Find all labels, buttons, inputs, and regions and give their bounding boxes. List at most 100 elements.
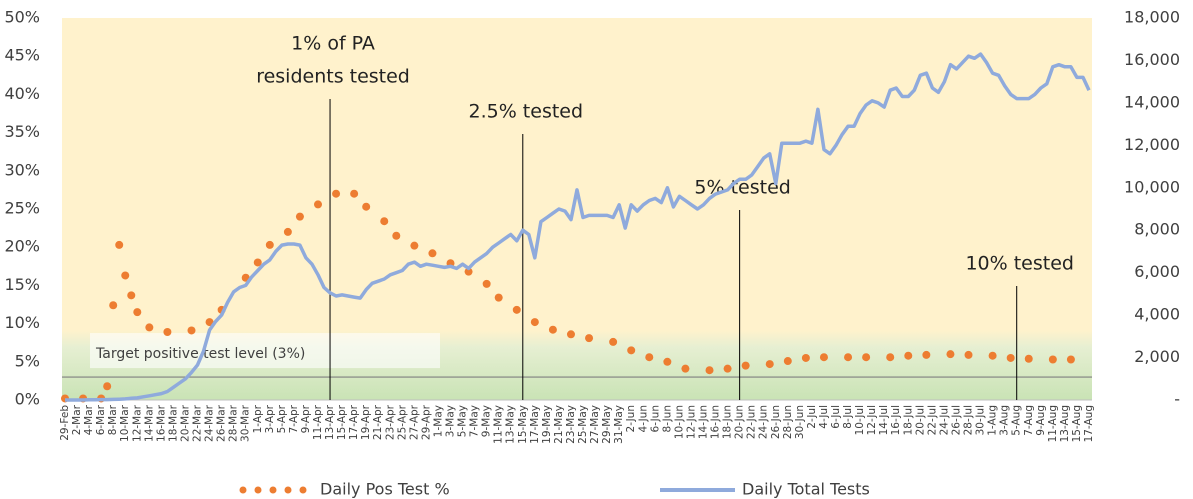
x-tick-label: 27-Apr — [408, 404, 420, 440]
x-tick-label: 3-May — [445, 405, 457, 437]
legend-marker — [239, 486, 247, 494]
series-dot — [428, 249, 437, 258]
x-tick-label: 18-Jun — [722, 405, 734, 439]
y-tick-label: 5% — [15, 351, 40, 370]
x-tick-label: 29-Feb — [59, 405, 71, 441]
x-tick-label: 5-May — [457, 405, 469, 437]
series-dot — [886, 353, 895, 362]
legend-marker — [284, 486, 292, 494]
x-tick-label: 26-Mar — [216, 404, 228, 442]
series-dot — [253, 258, 262, 267]
x-tick-label: 24-Jun — [758, 405, 770, 439]
series-dot — [862, 353, 871, 362]
y2-tick-label: - — [1174, 390, 1180, 409]
series-dot — [127, 291, 136, 300]
series-dot — [512, 305, 521, 314]
x-tick-label: 10-Jun — [673, 405, 685, 439]
x-tick-label: 3-Aug — [999, 405, 1011, 436]
series-dot — [609, 337, 618, 346]
x-tick-label: 9-Apr — [300, 404, 312, 433]
series-dot — [530, 318, 539, 327]
x-tick-label: 22-Jun — [746, 405, 758, 439]
series-dot — [1066, 355, 1075, 364]
series-dot — [705, 366, 714, 375]
x-tick-label: 14-Mar — [143, 404, 155, 442]
x-tick-label: 30-Jun — [794, 405, 806, 439]
x-tick-label: 7-Apr — [288, 404, 300, 433]
x-tick-label: 14-Jul — [878, 405, 890, 435]
x-tick-label: 23-May — [565, 405, 577, 444]
x-tick-label: 9-May — [481, 405, 493, 437]
x-tick-label: 24-Jul — [938, 405, 950, 435]
series-dot — [163, 328, 172, 337]
y-tick-label: 50% — [4, 8, 40, 27]
y2-tick-label: 18,000 — [1124, 8, 1180, 27]
series-dot — [410, 241, 419, 250]
x-tick-label: 9-Aug — [1035, 405, 1047, 436]
series-dot — [464, 267, 473, 276]
x-tick-label: 8-Jul — [842, 405, 854, 429]
x-tick-label: 17-Aug — [1083, 405, 1095, 442]
series-dot — [988, 351, 997, 360]
x-tick-label: 17-May — [529, 405, 541, 444]
x-tick-label: 24-Mar — [204, 404, 216, 442]
series-dot — [1024, 354, 1033, 363]
series-dot — [205, 318, 214, 327]
x-tick-label: 10-Mar — [119, 404, 131, 442]
series-dot — [350, 189, 359, 198]
series-dot — [133, 308, 142, 317]
x-tick-label: 25-Apr — [396, 404, 408, 440]
annotation-text: 10% tested — [965, 253, 1074, 275]
x-tick-label: 16-Jun — [710, 405, 722, 439]
x-tick-label: 6-Jul — [830, 405, 842, 429]
target-label-box — [90, 333, 440, 369]
x-tick-label: 12-Jul — [866, 405, 878, 435]
y-tick-label: 35% — [4, 122, 40, 141]
x-tick-label: 28-Jun — [782, 405, 794, 439]
series-dot — [681, 364, 690, 373]
series-dot — [1006, 353, 1015, 362]
series-dot — [723, 364, 732, 373]
y2-tick-label: 12,000 — [1124, 135, 1180, 154]
x-tick-label: 8-Mar — [107, 404, 119, 435]
x-tick-label: 19-Apr — [360, 404, 372, 440]
x-tick-label: 22-Jul — [926, 405, 938, 435]
x-tick-label: 10-Jul — [854, 405, 866, 435]
x-tick-label: 17-Apr — [348, 404, 360, 440]
y-tick-label: 0% — [15, 390, 40, 409]
x-tick-label: 31-May — [613, 405, 625, 444]
x-tick-label: 5-Apr — [276, 404, 288, 433]
x-tick-label: 8-Jun — [661, 405, 673, 432]
legend-marker — [299, 486, 307, 494]
x-tick-label: 4-Jul — [818, 405, 830, 429]
series-dot — [663, 357, 672, 366]
series-dot — [645, 353, 654, 362]
annotation-text: 2.5% tested — [469, 101, 584, 123]
y-tick-label: 45% — [4, 46, 40, 65]
plot-background — [62, 18, 1092, 330]
series-dot — [295, 212, 304, 221]
series-dot — [121, 271, 130, 280]
legend-label: Daily Total Tests — [742, 480, 870, 499]
series-dot — [482, 279, 491, 288]
x-tick-label: 29-May — [601, 405, 613, 444]
x-tick-label: 6-Jun — [649, 405, 661, 432]
x-tick-label: 4-Jun — [637, 405, 649, 432]
series-dot — [283, 227, 292, 236]
x-tick-label: 20-Jul — [914, 405, 926, 435]
x-tick-label: 13-Aug — [1059, 405, 1071, 442]
x-tick-label: 15-Aug — [1071, 405, 1083, 442]
x-tick-label: 22-Mar — [192, 404, 204, 442]
x-tick-label: 26-Jun — [770, 405, 782, 439]
y-tick-label: 20% — [4, 237, 40, 256]
x-tick-label: 1-Apr — [252, 404, 264, 433]
x-tick-label: 1-May — [432, 405, 444, 437]
x-tick-label: 21-Apr — [372, 404, 384, 440]
x-tick-label: 27-May — [589, 405, 601, 444]
series-dot — [187, 326, 196, 335]
series-dot — [819, 353, 828, 362]
x-tick-label: 12-Jun — [685, 405, 697, 439]
x-tick-label: 16-Jul — [890, 405, 902, 435]
legend-marker — [269, 486, 277, 494]
legend-marker — [254, 486, 262, 494]
